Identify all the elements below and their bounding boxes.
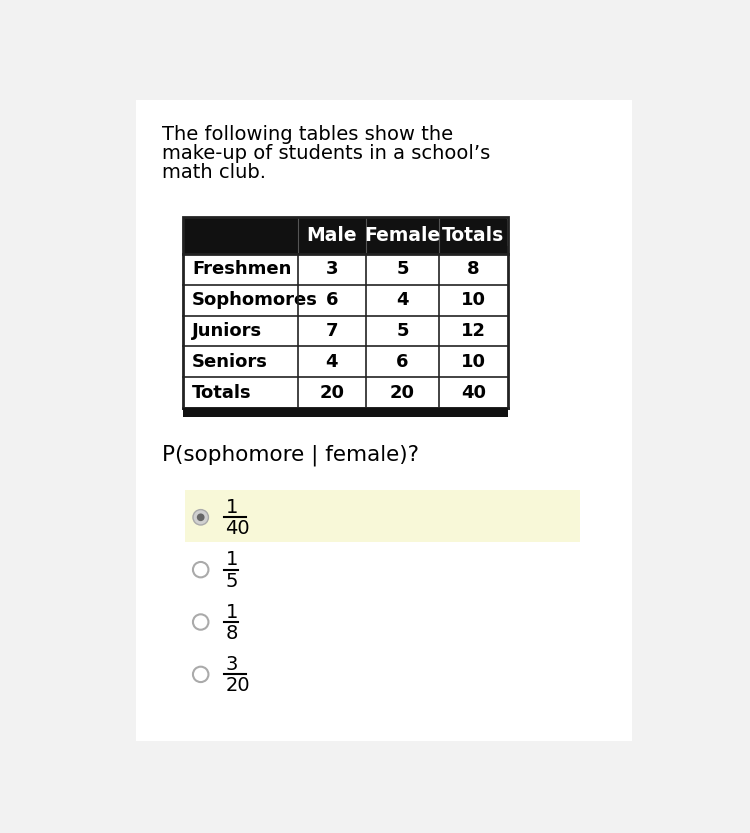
Bar — [185, 490, 580, 542]
Text: 6: 6 — [326, 292, 338, 309]
Text: 10: 10 — [461, 292, 486, 309]
Circle shape — [196, 513, 205, 521]
Text: Female: Female — [364, 226, 441, 245]
Bar — [183, 408, 508, 417]
Text: 3: 3 — [226, 655, 238, 674]
Text: 7: 7 — [326, 322, 338, 340]
FancyBboxPatch shape — [183, 217, 508, 254]
Text: 3: 3 — [326, 261, 338, 278]
Text: 40: 40 — [226, 519, 250, 538]
Circle shape — [193, 510, 208, 525]
Text: math club.: math club. — [162, 163, 266, 182]
Text: 5: 5 — [396, 261, 409, 278]
Text: 40: 40 — [461, 383, 486, 402]
Text: Sophomores: Sophomores — [192, 292, 318, 309]
Circle shape — [193, 614, 208, 630]
Text: 4: 4 — [396, 292, 409, 309]
Text: P(sophomore | female)?: P(sophomore | female)? — [162, 445, 419, 466]
Text: 1: 1 — [226, 498, 238, 516]
Text: 4: 4 — [326, 352, 338, 371]
Text: Totals: Totals — [442, 226, 505, 245]
Text: 20: 20 — [226, 676, 250, 696]
Text: make-up of students in a school’s: make-up of students in a school’s — [162, 144, 491, 162]
Text: 6: 6 — [396, 352, 409, 371]
Circle shape — [193, 666, 208, 682]
Text: 1: 1 — [226, 602, 238, 621]
Text: The following tables show the: The following tables show the — [162, 125, 453, 143]
Bar — [136, 100, 632, 741]
Text: Totals: Totals — [192, 383, 252, 402]
Text: 5: 5 — [226, 571, 238, 591]
Bar — [183, 217, 508, 408]
Text: Juniors: Juniors — [192, 322, 262, 340]
Text: 8: 8 — [467, 261, 480, 278]
Text: 20: 20 — [320, 383, 344, 402]
Text: 5: 5 — [396, 322, 409, 340]
Text: Freshmen: Freshmen — [192, 261, 292, 278]
Bar — [183, 217, 508, 408]
Text: 8: 8 — [226, 624, 238, 643]
Text: Seniors: Seniors — [192, 352, 268, 371]
Circle shape — [193, 562, 208, 577]
Text: 10: 10 — [461, 352, 486, 371]
Text: 20: 20 — [390, 383, 415, 402]
Text: Male: Male — [306, 226, 357, 245]
Text: 12: 12 — [461, 322, 486, 340]
Text: 1: 1 — [226, 550, 238, 569]
Bar — [183, 247, 508, 254]
